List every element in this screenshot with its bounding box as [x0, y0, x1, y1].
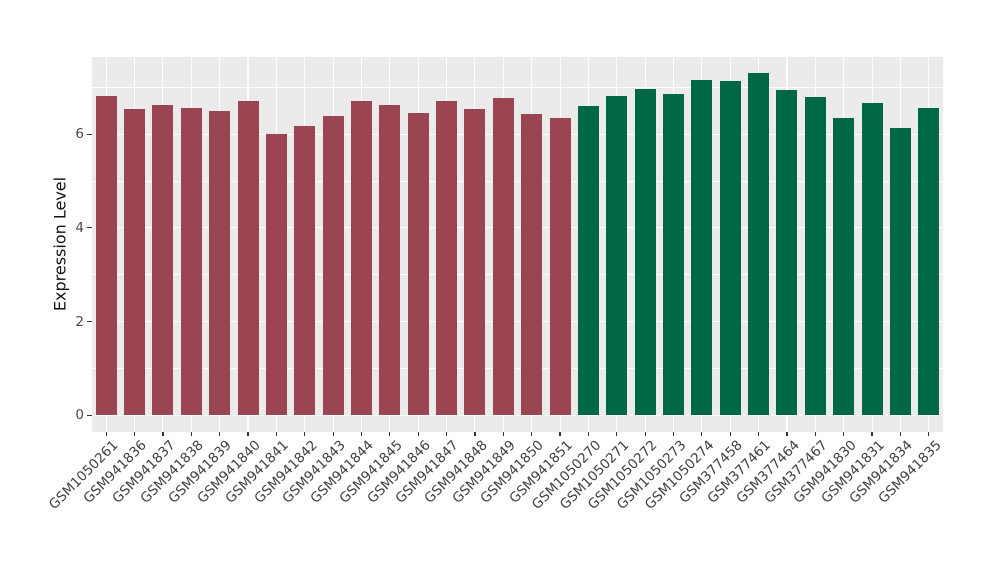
x-axis-tick	[531, 432, 533, 436]
gridline-minor	[92, 274, 943, 275]
plot-panel	[92, 57, 943, 432]
bar-GSM941831	[861, 102, 883, 416]
x-axis-tick	[786, 432, 788, 436]
gridline-minor	[92, 87, 943, 88]
x-axis-tick	[814, 432, 816, 436]
x-axis-tick	[587, 432, 589, 436]
bar-GSM1050272	[634, 89, 656, 416]
y-tick-label: 4	[75, 219, 84, 236]
y-tick-label: 6	[75, 126, 84, 143]
x-axis-tick	[389, 432, 391, 436]
x-axis-tick	[559, 432, 561, 436]
bar-GSM941846	[407, 113, 429, 416]
bar-GSM941840	[237, 101, 259, 416]
bar-GSM941844	[350, 101, 372, 416]
gridline-major	[92, 227, 943, 229]
bar-GSM941837	[152, 105, 174, 416]
y-axis-tick	[87, 133, 92, 135]
bar-GSM941834	[889, 128, 911, 416]
bar-GSM377464	[776, 89, 798, 416]
x-axis-tick	[275, 432, 277, 436]
gridline-minor	[92, 180, 943, 182]
bar-GSM941842	[294, 125, 316, 416]
bar-GSM377467	[804, 97, 826, 416]
bar-GSM941836	[124, 109, 146, 416]
gridline-major	[92, 133, 943, 135]
y-tick-label: 2	[75, 313, 84, 330]
bar-GSM941847	[436, 100, 458, 416]
x-axis-tick	[843, 432, 845, 436]
bar-GSM1050271	[606, 95, 628, 416]
y-axis-title: Expression Level	[50, 176, 70, 312]
y-axis-tick	[87, 414, 92, 416]
x-axis-tick	[474, 432, 476, 436]
x-axis-tick	[644, 432, 646, 436]
x-axis-tick	[871, 432, 873, 436]
bar-GSM941849	[492, 98, 514, 416]
bar-GSM941851	[549, 117, 571, 416]
bar-GSM941843	[322, 116, 344, 416]
y-tick-label: 0	[75, 407, 84, 424]
y-axis-tick	[87, 227, 92, 229]
x-axis-tick	[701, 432, 703, 436]
x-axis-tick	[729, 432, 731, 436]
bar-GSM941838	[180, 108, 202, 416]
x-axis-tick	[417, 432, 419, 436]
bar-GSM377461	[748, 73, 770, 416]
x-axis-tick	[190, 432, 192, 436]
bar-GSM941848	[464, 109, 486, 416]
bar-GSM941839	[209, 111, 231, 416]
bar-GSM941845	[379, 105, 401, 416]
bar-GSM1050270	[577, 106, 599, 416]
x-axis-tick	[247, 432, 249, 436]
x-axis-tick	[672, 432, 675, 436]
x-axis-tick	[899, 432, 902, 436]
bar-GSM377458	[719, 80, 741, 416]
x-axis-tick	[162, 432, 164, 436]
bar-GSM1050274	[691, 80, 713, 416]
y-axis-tick	[87, 320, 92, 323]
x-axis-tick	[133, 432, 136, 436]
bar-GSM1050273	[663, 93, 685, 416]
gridline-major	[92, 320, 943, 323]
bar-GSM941841	[265, 134, 287, 416]
bar-GSM1050261	[95, 95, 117, 416]
bar-GSM941850	[521, 114, 543, 416]
x-axis-tick	[332, 432, 334, 436]
gridline-minor	[92, 368, 943, 369]
x-axis-tick	[616, 432, 618, 436]
x-axis-tick	[360, 432, 363, 436]
x-axis-tick	[105, 432, 107, 436]
x-axis-tick	[928, 432, 930, 436]
x-axis-tick	[219, 432, 221, 436]
x-axis-tick	[758, 432, 760, 436]
x-axis-tick	[445, 432, 448, 436]
gridline-major	[92, 414, 943, 416]
x-axis-tick	[502, 432, 504, 436]
bar-GSM941835	[918, 108, 940, 416]
x-axis-tick	[304, 432, 306, 436]
bar-GSM941830	[833, 117, 855, 416]
